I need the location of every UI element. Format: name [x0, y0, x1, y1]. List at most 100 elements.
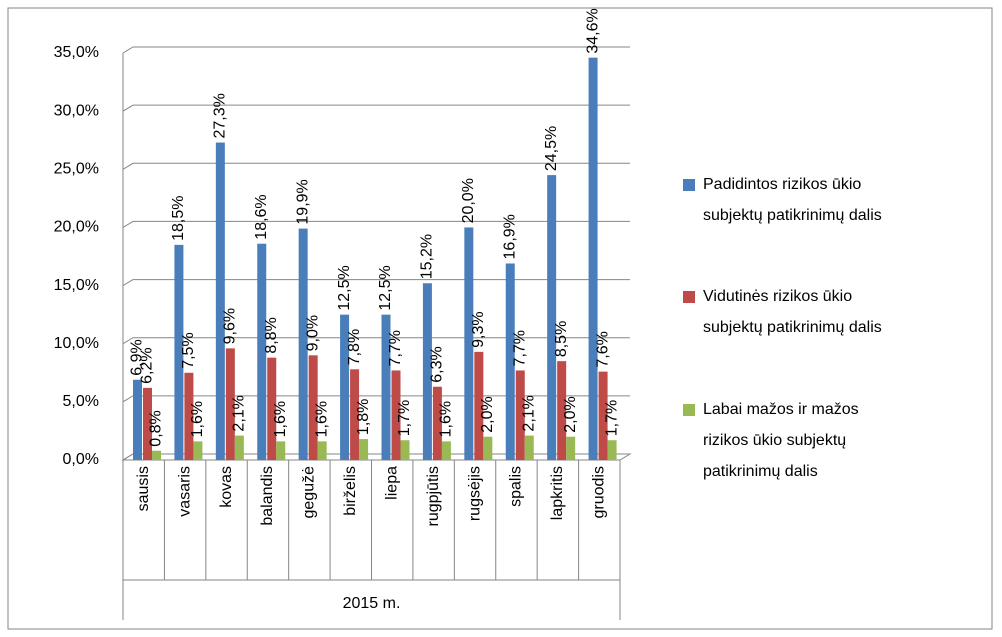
bar — [267, 357, 277, 460]
bar — [340, 314, 350, 460]
bar — [257, 243, 267, 460]
legend-swatch — [683, 291, 695, 303]
x-tick-label: birželis — [342, 466, 359, 516]
bar — [215, 142, 225, 461]
x-tick-label: sausis — [135, 466, 152, 511]
data-label: 19,9% — [294, 179, 311, 224]
data-label: 1,7% — [396, 400, 413, 436]
bar — [422, 283, 432, 460]
data-label: 12,5% — [377, 265, 394, 310]
bar — [133, 379, 142, 460]
group-label: 2015 m. — [343, 595, 401, 612]
bar — [143, 387, 152, 460]
y-tick-label: 20,0% — [54, 219, 99, 236]
data-label: 2,1% — [520, 395, 537, 431]
bar — [234, 435, 244, 460]
bar — [588, 57, 598, 460]
x-tick-label: gruodis — [591, 466, 608, 518]
bar — [483, 436, 493, 460]
data-label: 8,5% — [553, 321, 570, 357]
data-label: 2,1% — [231, 395, 248, 431]
y-tick-label: 30,0% — [54, 102, 99, 119]
bar — [381, 314, 391, 460]
data-label: 1,8% — [355, 399, 372, 435]
bar — [184, 372, 194, 460]
grid-line — [122, 220, 630, 228]
legend-label: Labai mažos ir mažos rizikos ūkio subjekt… — [703, 401, 859, 480]
legend-swatch — [683, 179, 695, 191]
y-tick-label: 0,0% — [63, 451, 99, 468]
y-tick-label: 35,0% — [54, 44, 99, 61]
bar — [152, 450, 161, 460]
data-label: 7,8% — [346, 329, 363, 365]
y-tick-label: 25,0% — [54, 161, 99, 178]
x-tick-label: rugsėjis — [466, 466, 483, 521]
legend-swatch — [683, 404, 695, 416]
data-label: 8,8% — [263, 317, 280, 353]
data-label: 15,2% — [419, 234, 436, 279]
data-label: 7,6% — [594, 331, 611, 367]
bar — [308, 355, 318, 460]
data-label: 1,6% — [438, 401, 455, 437]
data-label: 9,3% — [470, 311, 487, 347]
bar — [350, 369, 360, 460]
x-tick-label: spalis — [508, 466, 525, 507]
bar — [317, 441, 327, 460]
grid-line — [122, 46, 630, 54]
bar — [515, 370, 525, 460]
data-label: 9,0% — [304, 315, 321, 351]
chart-border — [7, 7, 993, 630]
bar — [598, 371, 608, 460]
bar — [193, 441, 203, 460]
data-label: 12,5% — [336, 265, 353, 310]
data-label: 6,9% — [129, 339, 146, 375]
bar — [524, 435, 534, 460]
grid-line — [122, 104, 630, 112]
legend-label: Padidintos rizikos ūkio subjektų patikrin… — [703, 176, 882, 224]
data-label: 27,3% — [212, 93, 229, 138]
bar — [225, 348, 235, 460]
data-label: 18,5% — [170, 195, 187, 240]
bar — [464, 227, 474, 460]
x-tick-label: vasaris — [176, 466, 193, 517]
bar — [391, 370, 401, 460]
data-label: 6,3% — [429, 346, 446, 382]
data-label: 1,6% — [272, 401, 289, 437]
data-label: 1,7% — [603, 400, 620, 436]
data-label: 0,8% — [148, 410, 165, 446]
bar — [505, 263, 515, 460]
data-label: 9,6% — [222, 308, 239, 344]
y-tick-label: 15,0% — [54, 277, 99, 294]
x-tick-label: lapkritis — [549, 466, 566, 520]
data-label: 20,0% — [460, 178, 477, 223]
data-label: 7,7% — [511, 330, 528, 366]
data-label: 16,9% — [501, 214, 518, 259]
data-label: 1,6% — [189, 401, 206, 437]
x-tick-label: kovas — [218, 466, 235, 508]
bar — [276, 441, 286, 460]
data-label: 6,2% — [139, 347, 156, 383]
bar — [566, 436, 576, 460]
data-label: 2,0% — [562, 396, 579, 432]
data-label: 18,6% — [253, 194, 270, 239]
y-tick-label: 10,0% — [54, 335, 99, 352]
bar — [298, 228, 308, 460]
data-label: 34,6% — [584, 8, 601, 53]
x-tick-label: liepa — [383, 466, 400, 500]
y-tick-label: 5,0% — [63, 393, 99, 410]
data-label: 7,7% — [387, 330, 404, 366]
bar — [359, 439, 369, 460]
bar — [432, 386, 442, 460]
x-tick-label: gegužė — [301, 466, 318, 519]
bar — [557, 361, 567, 460]
data-label: 7,5% — [180, 332, 197, 368]
bar — [607, 440, 617, 460]
data-label: 2,0% — [479, 396, 496, 432]
bar — [400, 440, 410, 460]
grid-line — [122, 162, 630, 170]
legend-label: Vidutinės rizikos ūkio subjektų patikrini… — [703, 288, 882, 336]
data-label: 24,5% — [543, 126, 560, 171]
data-label: 1,6% — [313, 401, 330, 437]
bar — [474, 351, 484, 460]
